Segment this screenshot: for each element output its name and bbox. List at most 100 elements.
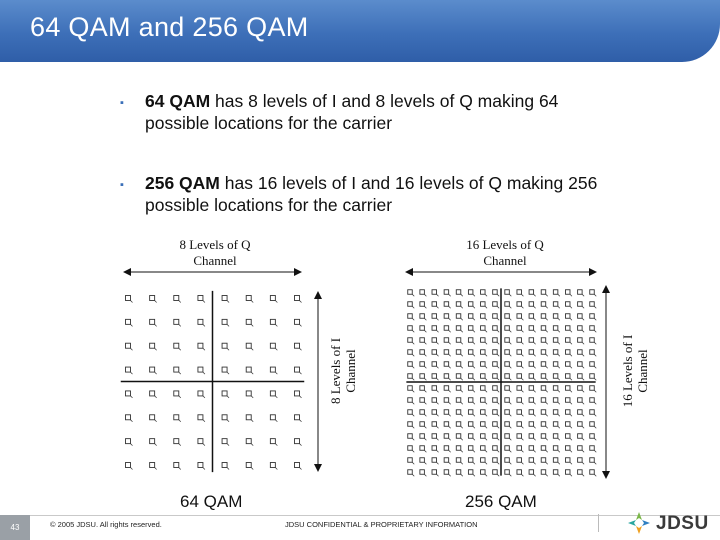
qam256-point-tail — [460, 318, 464, 321]
qam64-point-tail — [178, 395, 182, 399]
qam256-constellation-point — [419, 433, 425, 439]
qam256-point-tail — [533, 378, 536, 381]
qam256-point-tail — [424, 354, 427, 357]
qam64-constellation-point — [173, 414, 180, 421]
qam256-point-tail — [569, 462, 573, 465]
qam256-constellation-point — [504, 421, 510, 427]
qam256-point-tail — [509, 426, 512, 429]
qam256-constellation-point — [552, 469, 559, 475]
qam256-point-tail — [545, 342, 548, 345]
qam256-constellation-point — [540, 301, 547, 307]
qam256-constellation-point — [443, 385, 450, 391]
qam256-constellation-point — [431, 349, 437, 355]
qam256-point-tail — [521, 294, 524, 297]
qam256-constellation-point — [455, 433, 462, 439]
qam256-point-tail — [509, 402, 512, 405]
qam64-point-tail — [299, 419, 302, 423]
qam64-point-tail — [226, 443, 230, 446]
qam64-constellation-point — [125, 366, 131, 373]
qam256-constellation-point — [552, 313, 559, 319]
qam256-point-tail — [484, 306, 488, 309]
qam64-point-tail — [202, 419, 206, 423]
qam256-constellation-point — [577, 421, 583, 427]
qam256-constellation-point — [455, 385, 462, 391]
qam256-point-tail — [412, 426, 415, 429]
constellation-256qam — [405, 268, 610, 479]
qam64-point-tail — [178, 467, 182, 470]
qam256-point-tail — [594, 402, 597, 405]
qam256-point-tail — [436, 366, 439, 369]
qam256-constellation-point — [407, 445, 413, 451]
qam256-constellation-point — [431, 385, 437, 391]
qam256-constellation-point — [540, 457, 547, 463]
label-line: Channel — [483, 253, 527, 268]
qam64-constellation-point — [269, 318, 276, 325]
qam256-point-tail — [496, 342, 500, 345]
qam256-point-tail — [509, 366, 512, 369]
qam256-point-tail — [545, 366, 548, 369]
qam64-point-tail — [202, 443, 206, 446]
qam256-constellation-point — [492, 325, 498, 331]
qam64-point-tail — [299, 371, 302, 375]
qam64-constellation-point — [149, 342, 156, 349]
qam256-constellation-point — [443, 409, 450, 415]
qam256-point-tail — [533, 450, 536, 453]
qam256-point-tail — [496, 294, 500, 297]
qam256-constellation-point — [480, 337, 486, 343]
qam256-constellation-point — [504, 409, 510, 415]
qam256-constellation-point — [480, 313, 486, 319]
qam256-constellation-point — [540, 385, 547, 391]
qam256-constellation-point — [443, 373, 450, 379]
qam64-point-tail — [226, 467, 230, 470]
qam256-point-tail — [545, 294, 548, 297]
qam256-constellation-point — [565, 349, 571, 355]
qam256-point-tail — [496, 450, 500, 453]
qam256-point-tail — [581, 306, 585, 309]
qam64-constellation-point — [294, 390, 300, 397]
qam256-constellation-point — [504, 301, 510, 307]
qam256-constellation-point — [419, 457, 425, 463]
qam256-point-tail — [533, 438, 536, 441]
qam256-constellation-point — [589, 373, 595, 379]
qam256-constellation-point — [565, 313, 571, 319]
qam256-point-tail — [581, 390, 585, 393]
qam256-point-tail — [436, 342, 439, 345]
qam256-point-tail — [594, 306, 597, 309]
qam256-point-tail — [521, 318, 524, 321]
qam64-point-tail — [178, 419, 182, 423]
qam256-constellation-point — [467, 373, 474, 379]
qam256-point-tail — [557, 462, 561, 465]
qam256-constellation-point — [419, 397, 425, 403]
qam256-constellation-point — [431, 409, 437, 415]
qam256-constellation-point — [480, 409, 486, 415]
qam256-constellation-point — [443, 433, 450, 439]
qam256-constellation-point — [480, 457, 486, 463]
qam256-constellation-point — [467, 469, 474, 475]
qam64-point-tail — [299, 347, 302, 351]
qam256-constellation-point — [516, 397, 522, 403]
qam256-point-tail — [594, 366, 597, 369]
qam256-point-tail — [412, 402, 415, 405]
qam256-constellation-point — [431, 469, 437, 475]
qam64-constellation-point — [197, 390, 204, 397]
qam256-constellation-point — [504, 325, 510, 331]
qam64-point-tail — [154, 395, 157, 399]
qam256-constellation-point — [504, 397, 510, 403]
qam256-point-tail — [412, 330, 415, 333]
qam64-constellation-point — [149, 318, 156, 325]
qam256-point-tail — [412, 450, 415, 453]
qam256-constellation-point — [492, 313, 498, 319]
qam256-constellation-point — [431, 325, 437, 331]
qam256-point-tail — [581, 438, 585, 441]
qam64-point-tail — [275, 347, 278, 351]
qam64-point-tail — [250, 443, 254, 446]
qam64-constellation-point — [294, 342, 300, 349]
qam64-point-tail — [130, 419, 133, 423]
qam64-constellation-point — [221, 295, 228, 301]
qam256-constellation-point — [565, 421, 571, 427]
qam256-point-tail — [496, 426, 500, 429]
qam256-constellation-point — [552, 337, 559, 343]
qam256-point-tail — [484, 438, 488, 441]
qam256-constellation-point — [480, 373, 486, 379]
qam256-point-tail — [412, 366, 415, 369]
